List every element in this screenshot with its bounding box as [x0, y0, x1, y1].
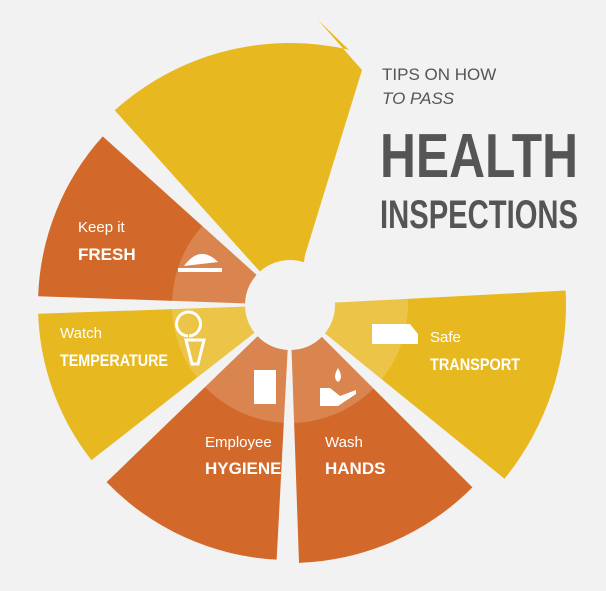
segment-title: FRESH	[78, 245, 136, 264]
icons	[175, 253, 418, 406]
segment-label: Keep it	[78, 219, 126, 236]
subtitle-line: TIPS ON HOW	[382, 65, 496, 84]
wheel-segment	[38, 306, 255, 461]
subtitle-line: TO PASS	[382, 89, 455, 108]
segment-label: Employee	[205, 434, 272, 451]
arrow-segment	[114, 20, 363, 272]
hands-icon	[320, 368, 356, 406]
title: HEALTH	[380, 122, 578, 191]
inner-ring	[324, 298, 408, 380]
segment-title: TRANSPORT	[430, 355, 521, 374]
segment-label: Watch	[60, 325, 102, 342]
title: INSPECTIONS	[380, 193, 578, 237]
segment-label: Safe	[430, 329, 461, 346]
segment-title: HANDS	[325, 459, 385, 478]
segment-label: Wash	[325, 434, 363, 451]
shirt-icon	[254, 370, 276, 404]
wheel-segment	[106, 336, 288, 560]
inner-ring	[291, 336, 374, 423]
van-icon	[372, 324, 418, 344]
segment-title: HYGIENE	[205, 459, 282, 478]
food-icon	[178, 253, 222, 272]
wheel-segment	[291, 336, 473, 563]
inner-ring	[172, 226, 257, 304]
thermometer-icon	[175, 310, 206, 366]
segment-title: TEMPERATURE	[60, 351, 168, 370]
inner-ring	[172, 306, 255, 378]
wheel	[38, 20, 566, 563]
